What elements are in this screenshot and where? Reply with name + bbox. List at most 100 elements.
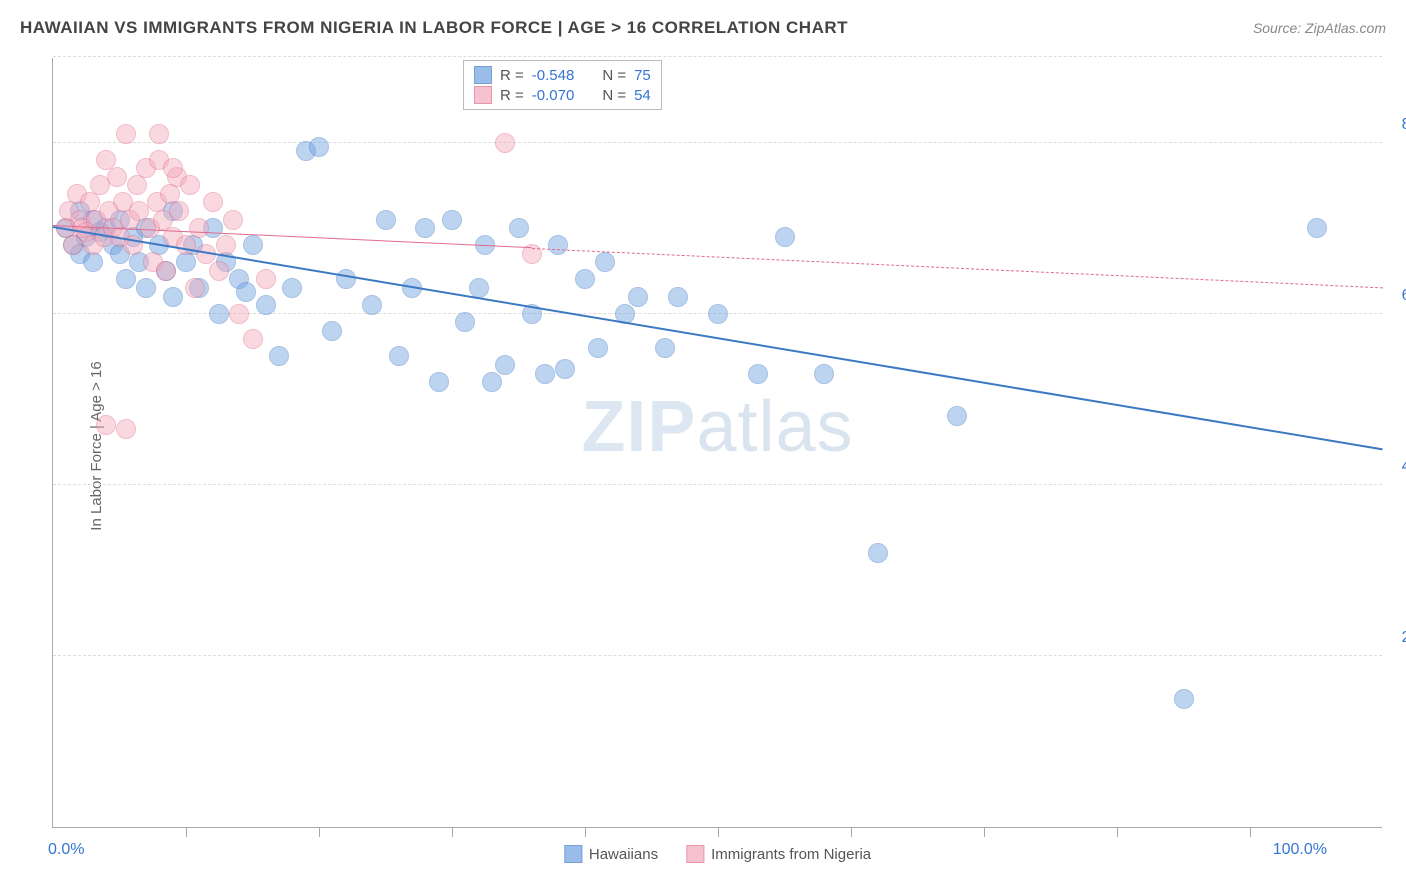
legend-label: Hawaiians [589,846,658,863]
data-point [216,235,236,255]
data-point [163,287,183,307]
gridline [53,484,1382,485]
data-point [176,235,196,255]
data-point [116,124,136,144]
x-tick [1250,827,1251,837]
data-point [189,218,209,238]
x-tick [718,827,719,837]
stat-r-value: -0.070 [532,87,575,104]
chart-plot-area: ZIPatlas R = -0.548 N = 75 R = -0.070 N = 5… [52,58,1382,828]
data-point [415,218,435,238]
data-point [269,346,289,366]
watermark-light: atlas [696,387,853,467]
stat-n-value: 54 [634,87,651,104]
data-point [203,192,223,212]
data-point [668,287,688,307]
data-point [243,329,263,349]
data-point [209,261,229,281]
data-point [256,295,276,315]
data-point [149,124,169,144]
data-point [282,278,302,298]
x-tick [186,827,187,837]
data-point [535,364,555,384]
watermark: ZIPatlas [581,386,853,468]
data-point [748,364,768,384]
watermark-bold: ZIP [581,387,696,467]
data-point [83,252,103,272]
stat-n-label: N = [602,67,626,84]
data-point [163,158,183,178]
data-point [947,406,967,426]
data-point [555,359,575,379]
data-point [482,372,502,392]
data-point [429,372,449,392]
y-tick-label: 20.0% [1402,629,1406,647]
data-point [655,338,675,358]
x-tick [452,827,453,837]
data-point [322,321,342,341]
stat-r-value: -0.548 [532,67,575,84]
data-point [229,304,249,324]
data-point [1174,689,1194,709]
legend-swatch [564,845,582,863]
data-point [495,355,515,375]
data-point [628,287,648,307]
data-point [814,364,834,384]
data-point [509,218,529,238]
data-point [389,346,409,366]
data-point [548,235,568,255]
data-point [362,295,382,315]
data-point [309,137,329,157]
data-point [336,269,356,289]
stats-legend-box: R = -0.548 N = 75 R = -0.070 N = 54 [463,60,662,110]
x-axis-max-label: 100.0% [1273,841,1327,859]
data-point [243,235,263,255]
data-point [1307,218,1327,238]
stat-r-label: R = [500,67,524,84]
x-tick [984,827,985,837]
stat-r-label: R = [500,87,524,104]
data-point [136,278,156,298]
data-point [127,175,147,195]
series-legend: Hawaiians Immigrants from Nigeria [564,845,871,863]
trend-line [532,248,1383,288]
gridline [53,142,1382,143]
x-tick [585,827,586,837]
y-tick-label: 40.0% [1402,458,1406,476]
data-point [107,167,127,187]
stat-n-label: N = [602,87,626,104]
data-point [169,201,189,221]
y-tick-label: 60.0% [1402,287,1406,305]
legend-item: Immigrants from Nigeria [686,845,871,863]
data-point [185,278,205,298]
data-point [116,419,136,439]
data-point [176,252,196,272]
legend-item: Hawaiians [564,845,658,863]
data-point [376,210,396,230]
x-axis-min-label: 0.0% [48,841,84,859]
data-point [575,269,595,289]
data-point [708,304,728,324]
y-tick-label: 80.0% [1402,116,1406,134]
data-point [868,543,888,563]
data-point [495,133,515,153]
data-point [223,210,243,230]
x-tick [1117,827,1118,837]
legend-label: Immigrants from Nigeria [711,846,871,863]
x-tick [319,827,320,837]
data-point [455,312,475,332]
chart-title: HAWAIIAN VS IMMIGRANTS FROM NIGERIA IN L… [20,18,848,38]
data-point [588,338,608,358]
source-attribution: Source: ZipAtlas.com [1253,20,1386,36]
stats-legend-row: R = -0.548 N = 75 [474,65,651,85]
data-point [209,304,229,324]
data-point [775,227,795,247]
stat-n-value: 75 [634,67,651,84]
gridline [53,655,1382,656]
data-point [442,210,462,230]
data-point [180,175,200,195]
legend-swatch [474,86,492,104]
data-point [595,252,615,272]
legend-swatch [686,845,704,863]
x-tick [851,827,852,837]
